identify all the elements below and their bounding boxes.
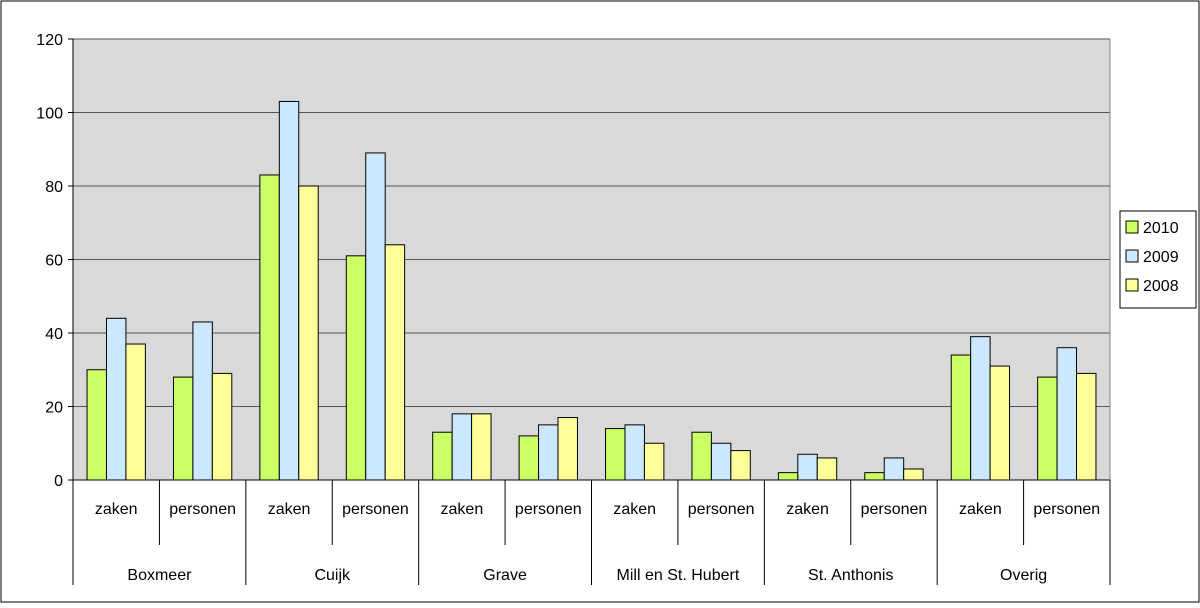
group-label: Grave (483, 567, 527, 584)
bar-2009-7 (710, 442, 732, 481)
category-label: zaken (613, 501, 656, 518)
bar-2010-6 (605, 428, 626, 481)
bar-2010-0 (86, 369, 107, 481)
category-label: zaken (95, 501, 138, 518)
bar-2009-4 (451, 413, 473, 481)
bar-2008-10 (989, 365, 1011, 481)
bar-2008-6 (643, 442, 665, 481)
category-label: personen (515, 501, 582, 518)
bar-2008-0 (125, 343, 146, 481)
category-label: personen (861, 501, 928, 518)
bar-2009-5 (538, 424, 559, 481)
bar-2010-5 (518, 435, 540, 481)
category-label: personen (169, 501, 236, 518)
legend-swatch-2008 (1125, 278, 1139, 292)
group-label: Boxmeer (127, 567, 192, 584)
bar-2008-5 (557, 417, 578, 481)
bar-2009-1 (192, 321, 213, 481)
bar-2009-0 (105, 317, 127, 481)
bar-2008-7 (730, 450, 751, 481)
bar-2010-1 (172, 376, 194, 481)
bar-2010-3 (345, 255, 367, 481)
bar-2010-11 (1037, 376, 1058, 481)
bar-2009-8 (797, 453, 818, 481)
bar-2008-8 (816, 457, 838, 481)
bar-2010-7 (691, 431, 712, 481)
bar-2008-3 (384, 244, 406, 481)
bar-2009-9 (883, 457, 905, 481)
legend: 2010 2009 2008 (1119, 210, 1197, 309)
category-label: personen (688, 501, 755, 518)
group-label: Mill en St. Hubert (617, 567, 740, 584)
bar-2010-9 (864, 472, 885, 481)
category-label: personen (1033, 501, 1100, 518)
legend-label: 2008 (1143, 278, 1179, 295)
legend-label: 2009 (1143, 249, 1179, 266)
y-tick-label: 60 (45, 253, 63, 270)
bar-2009-3 (365, 152, 386, 481)
bar-2008-2 (298, 185, 319, 481)
group-label: Overig (1000, 567, 1047, 584)
bar-2008-4 (471, 413, 492, 481)
bar-2010-4 (432, 431, 453, 481)
category-label: zaken (268, 501, 311, 518)
category-label: zaken (441, 501, 484, 518)
category-label: zaken (959, 501, 1002, 518)
bar-2008-9 (903, 468, 924, 481)
legend-label: 2010 (1143, 220, 1179, 237)
y-tick-label: 40 (45, 326, 63, 343)
bar-2008-1 (211, 372, 233, 481)
bar-2009-2 (278, 100, 300, 481)
y-tick-label: 120 (36, 32, 63, 49)
group-label: St. Anthonis (808, 567, 893, 584)
legend-swatch-2010 (1125, 220, 1139, 234)
bar-2008-11 (1076, 372, 1097, 481)
category-label: personen (342, 501, 409, 518)
bar-2010-8 (777, 472, 799, 481)
group-label: Cuijk (314, 567, 351, 584)
bar-2009-6 (624, 424, 645, 481)
bar-2010-10 (950, 354, 972, 481)
bar-2009-11 (1056, 347, 1078, 481)
category-label: zaken (786, 501, 829, 518)
y-tick-label: 100 (36, 106, 63, 123)
bar-2010-2 (259, 174, 280, 481)
y-tick-label: 20 (45, 400, 63, 417)
y-tick-label: 80 (45, 179, 63, 196)
legend-swatch-2009 (1125, 249, 1139, 263)
y-tick-label: 0 (54, 473, 63, 490)
bar-2009-10 (970, 336, 991, 481)
